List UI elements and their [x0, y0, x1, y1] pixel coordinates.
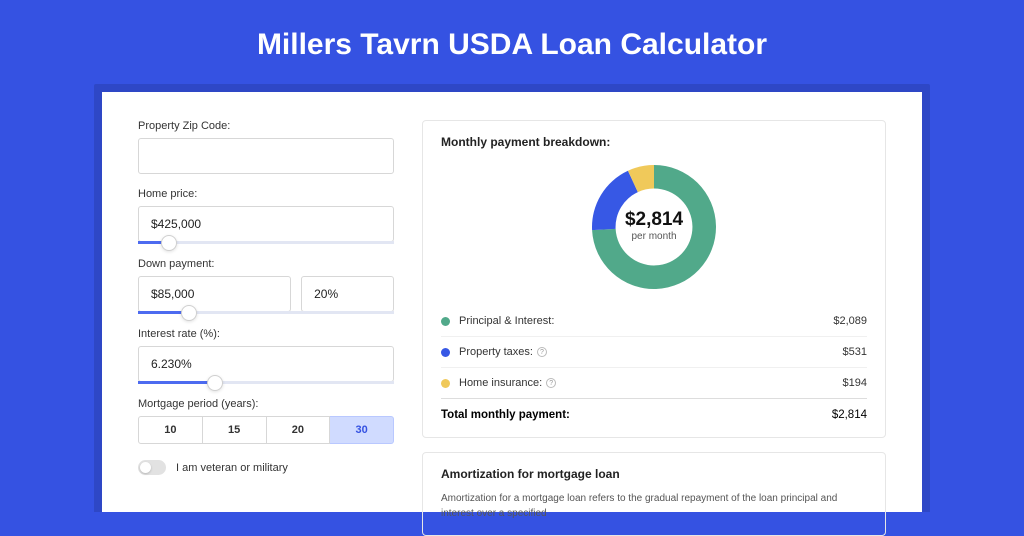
down-payment-amount-input[interactable] — [138, 276, 291, 312]
home-price-label: Home price: — [138, 188, 394, 200]
donut-chart: $2,814per month — [592, 165, 716, 289]
veteran-toggle-knob — [140, 462, 151, 473]
period-option-20[interactable]: 20 — [267, 416, 331, 444]
card-outer-shadow: Property Zip Code: Home price: Down paym… — [94, 84, 930, 512]
amortization-text: Amortization for a mortgage loan refers … — [441, 491, 867, 521]
veteran-label: I am veteran or military — [176, 462, 288, 474]
legend-label: Principal & Interest: — [459, 315, 833, 327]
legend-value: $194 — [843, 377, 867, 389]
veteran-toggle[interactable] — [138, 460, 166, 475]
legend-dot-icon — [441, 348, 450, 357]
page-title: Millers Tavrn USDA Loan Calculator — [0, 0, 1024, 84]
home-price-block: Home price: — [138, 188, 394, 244]
interest-slider-fill — [138, 381, 215, 384]
amortization-panel: Amortization for mortgage loan Amortizat… — [422, 452, 886, 536]
donut-center-sub: per month — [631, 231, 676, 242]
period-option-10[interactable]: 10 — [138, 416, 203, 444]
calculator-card: Property Zip Code: Home price: Down paym… — [102, 92, 922, 512]
info-icon[interactable]: ? — [537, 347, 547, 357]
period-option-15[interactable]: 15 — [203, 416, 267, 444]
legend-label: Property taxes:? — [459, 346, 843, 358]
breakdown-title: Monthly payment breakdown: — [441, 135, 867, 149]
interest-block: Interest rate (%): — [138, 328, 394, 384]
breakdown-panel: Monthly payment breakdown: $2,814per mon… — [422, 120, 886, 438]
total-row: Total monthly payment: $2,814 — [441, 398, 867, 423]
period-option-30[interactable]: 30 — [330, 416, 394, 444]
period-options: 10152030 — [138, 416, 394, 444]
total-value: $2,814 — [832, 409, 867, 421]
home-price-slider-thumb[interactable] — [161, 235, 177, 251]
legend-label: Home insurance:? — [459, 377, 843, 389]
period-label: Mortgage period (years): — [138, 398, 394, 410]
results-column: Monthly payment breakdown: $2,814per mon… — [422, 120, 886, 512]
legend-row: Principal & Interest: $2,089 — [441, 306, 867, 336]
legend-row: Property taxes:?$531 — [441, 336, 867, 367]
zip-input[interactable] — [138, 138, 394, 174]
donut-center-amount: $2,814 — [625, 209, 684, 230]
home-price-slider[interactable] — [138, 241, 394, 244]
legend-label-text: Principal & Interest: — [459, 315, 554, 327]
zip-label: Property Zip Code: — [138, 120, 394, 132]
legend-value: $2,089 — [833, 315, 867, 327]
total-label: Total monthly payment: — [441, 409, 832, 421]
legend-label-text: Home insurance: — [459, 377, 542, 389]
legend-dot-icon — [441, 379, 450, 388]
home-price-input[interactable] — [138, 206, 394, 242]
interest-slider[interactable] — [138, 381, 394, 384]
veteran-row: I am veteran or military — [138, 460, 394, 475]
amortization-title: Amortization for mortgage loan — [441, 467, 867, 481]
down-payment-slider[interactable] — [138, 311, 394, 314]
info-icon[interactable]: ? — [546, 378, 556, 388]
legend-row: Home insurance:?$194 — [441, 367, 867, 398]
down-payment-percent-input[interactable] — [301, 276, 394, 312]
interest-slider-thumb[interactable] — [207, 375, 223, 391]
down-payment-label: Down payment: — [138, 258, 394, 270]
legend-label-text: Property taxes: — [459, 346, 533, 358]
zip-field-block: Property Zip Code: — [138, 120, 394, 174]
legend-dot-icon — [441, 317, 450, 326]
down-payment-slider-thumb[interactable] — [181, 305, 197, 321]
legend-list: Principal & Interest: $2,089 Property taxe… — [441, 306, 867, 398]
period-block: Mortgage period (years): 10152030 — [138, 398, 394, 444]
interest-input[interactable] — [138, 346, 394, 382]
donut-chart-wrap: $2,814per month — [441, 159, 867, 306]
inputs-column: Property Zip Code: Home price: Down paym… — [138, 120, 394, 512]
interest-label: Interest rate (%): — [138, 328, 394, 340]
down-payment-block: Down payment: — [138, 258, 394, 314]
legend-value: $531 — [843, 346, 867, 358]
